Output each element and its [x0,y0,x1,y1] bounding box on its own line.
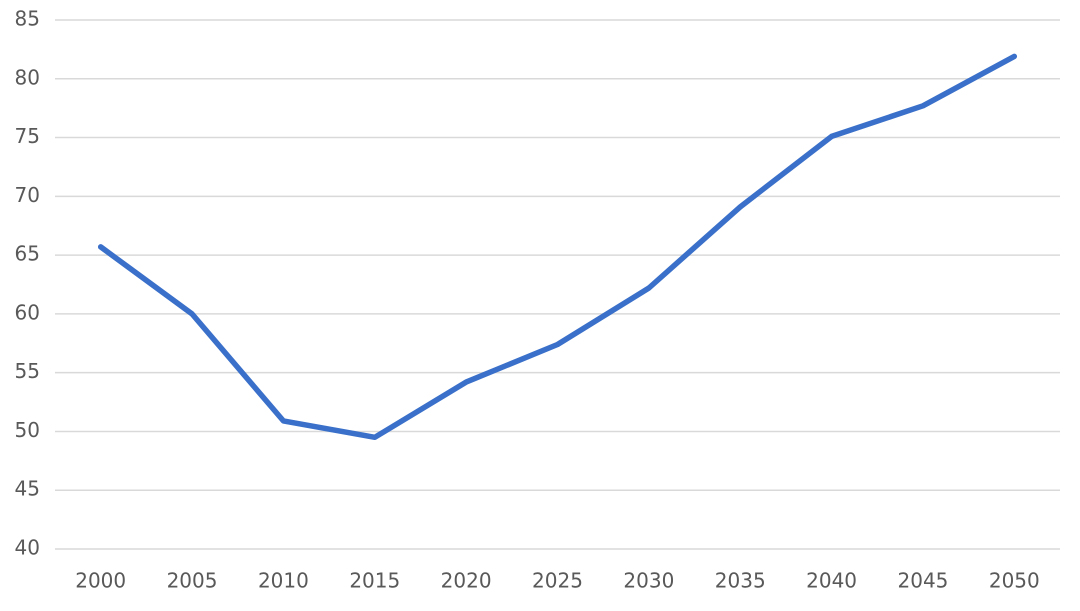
x-tick-label: 2025 [532,569,583,593]
y-tick-label: 65 [15,242,40,266]
x-tick-label: 2045 [898,569,949,593]
x-tick-label: 2000 [75,569,126,593]
x-tick-label: 2050 [989,569,1040,593]
y-tick-label: 85 [15,7,40,31]
y-tick-label: 50 [15,418,40,442]
y-tick-label: 45 [15,477,40,501]
y-tick-label: 75 [15,124,40,148]
x-tick-label: 2040 [806,569,857,593]
y-tick-label: 70 [15,183,40,207]
x-tick-label: 2030 [623,569,674,593]
x-tick-label: 2020 [441,569,492,593]
data-line [97,53,1018,441]
y-tick-label: 60 [15,300,40,324]
y-tick-label: 80 [15,65,40,89]
y-tick-label: 40 [15,536,40,560]
x-tick-label: 2005 [167,569,218,593]
x-tick-label: 2035 [715,569,766,593]
x-tick-label: 2010 [258,569,309,593]
x-tick-label: 2015 [349,569,400,593]
y-tick-label: 55 [15,359,40,383]
